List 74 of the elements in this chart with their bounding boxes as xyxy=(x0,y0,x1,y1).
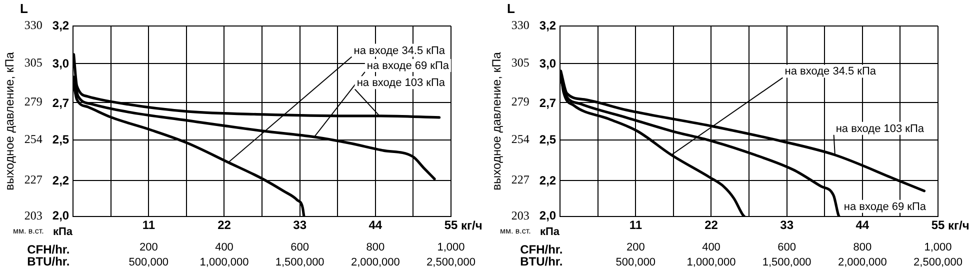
text: 2,000,000 xyxy=(350,256,400,268)
x2-tick-label: 1,000 xyxy=(437,241,465,254)
x2-tick-label: 200 xyxy=(626,241,645,254)
text: L xyxy=(20,1,28,16)
y2-tick-label: 2,5 xyxy=(52,132,70,147)
text: 2,500,000 xyxy=(426,256,476,268)
y2-tick-label: 2,0 xyxy=(539,208,556,223)
text: 500,000 xyxy=(128,256,169,268)
series-label: на входе 69 кПа xyxy=(844,200,927,213)
text: кПа xyxy=(540,226,560,238)
y2-tick-label: 3,0 xyxy=(539,56,556,70)
x2-tick-label: 1,000 xyxy=(924,241,952,254)
x-tick-label: 22 xyxy=(218,218,232,232)
x2-axis-title: CFH/hr. xyxy=(520,242,563,257)
x2-axis-title: CFH/hr. xyxy=(27,242,70,257)
y2-tick-label: 2,7 xyxy=(539,96,556,110)
text: мм. в.ст. xyxy=(12,226,44,236)
x-tick-label: 11 xyxy=(142,218,156,232)
text: 2,000,000 xyxy=(838,256,887,268)
x-tick-label: 33 xyxy=(780,218,794,232)
y2-tick-label: 2,5 xyxy=(539,132,556,147)
y-tick-label: 330 xyxy=(24,18,42,32)
y2-tick-label: 3,2 xyxy=(539,18,556,32)
y-tick-label: 305 xyxy=(24,56,42,70)
y-axis-title: выходное давление, кПа xyxy=(2,52,17,190)
x-tick-label: 44 xyxy=(368,218,382,232)
x-tick-label: 55 xyxy=(931,218,945,232)
y2-tick-label: 3,2 xyxy=(52,18,70,32)
text: BTU/hr. xyxy=(27,254,70,269)
text: 2,500,000 xyxy=(914,256,962,268)
x-tick-label: 33 xyxy=(293,218,307,232)
y-tick-label: 305 xyxy=(511,56,530,70)
y-tick-label: 330 xyxy=(511,18,530,32)
text: BTU/hr. xyxy=(520,254,563,269)
x2-tick-label: 400 xyxy=(215,241,234,254)
y-axis-title: выходное давление, кПа xyxy=(490,52,504,190)
text: на входе 103 кПа xyxy=(356,77,446,90)
y-tick-label: 254 xyxy=(24,132,42,146)
y2-tick-label: 2,0 xyxy=(52,208,70,223)
y2-tick-label: 2,7 xyxy=(52,96,70,110)
x2-tick-label: 800 xyxy=(366,241,385,254)
text: на входе 34.5 кПа xyxy=(354,44,446,57)
y-tick-label: 227 xyxy=(511,172,530,187)
text: 1,000,000 xyxy=(686,256,736,268)
text: 1,000,000 xyxy=(200,256,249,268)
y-tick-label: 203 xyxy=(511,208,530,223)
y-tick-label: 254 xyxy=(511,132,530,146)
x-tick-label: 55 xyxy=(444,218,458,232)
y-tick-label: 279 xyxy=(511,94,530,109)
text: на входе 34.5 кПа xyxy=(784,66,877,78)
y2-tick-label: 3,0 xyxy=(52,56,70,70)
y-tick-label: 203 xyxy=(24,208,42,223)
text: 1,500,000 xyxy=(275,256,324,268)
y2-tick-label: 2,2 xyxy=(52,174,70,188)
text: L xyxy=(507,1,515,16)
text: кПа xyxy=(52,226,74,238)
x-axis-title: кг/ч xyxy=(948,218,970,233)
x2-tick-label: 600 xyxy=(290,241,310,254)
text: на входе 69 кПа xyxy=(366,60,450,72)
text: 1,500,000 xyxy=(762,256,812,268)
x-axis-title: кг/ч xyxy=(461,218,482,233)
y-tick-label: 279 xyxy=(24,94,42,109)
x2-tick-label: 200 xyxy=(139,241,158,254)
x2-tick-label: 600 xyxy=(778,241,796,254)
x-tick-label: 22 xyxy=(704,218,718,232)
x2-tick-label: 800 xyxy=(853,241,872,254)
x2-tick-label: 400 xyxy=(702,241,720,254)
text: 500,000 xyxy=(616,256,656,268)
text: мм. в.ст. xyxy=(500,226,531,236)
x-tick-label: 44 xyxy=(856,218,870,232)
series-label: на входе 103 кПа xyxy=(836,122,925,135)
y-tick-label: 227 xyxy=(24,172,42,187)
x-tick-label: 11 xyxy=(629,218,642,232)
y2-tick-label: 2,2 xyxy=(539,174,556,188)
